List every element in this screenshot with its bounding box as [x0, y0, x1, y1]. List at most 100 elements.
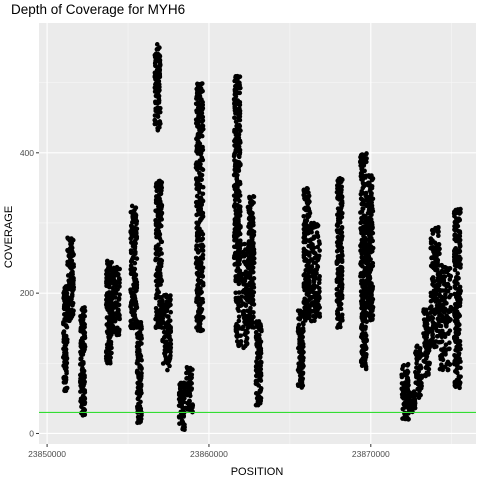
- data-point: [446, 316, 451, 321]
- data-point: [439, 307, 444, 312]
- data-point: [195, 148, 200, 153]
- data-point: [194, 256, 199, 261]
- data-point: [363, 310, 368, 315]
- data-point: [255, 360, 260, 365]
- data-point: [136, 409, 141, 414]
- data-point: [79, 338, 84, 343]
- data-point: [235, 166, 240, 171]
- data-point: [136, 342, 141, 347]
- data-point: [406, 370, 411, 375]
- data-point: [197, 190, 202, 195]
- data-point: [434, 254, 439, 259]
- data-point: [187, 399, 192, 404]
- data-point: [182, 427, 187, 432]
- data-point: [70, 246, 75, 251]
- data-point: [139, 324, 144, 329]
- data-point: [196, 313, 201, 318]
- data-point: [442, 265, 447, 270]
- data-point: [66, 273, 71, 278]
- data-point: [198, 217, 203, 222]
- data-point: [252, 276, 257, 281]
- data-point: [233, 102, 238, 107]
- data-point: [157, 192, 162, 197]
- data-point: [438, 279, 443, 284]
- data-point: [425, 322, 430, 327]
- data-point: [453, 369, 458, 374]
- data-point: [254, 321, 259, 326]
- data-point: [440, 296, 445, 301]
- data-point: [441, 274, 446, 279]
- data-point: [422, 317, 427, 322]
- data-point: [458, 207, 463, 212]
- data-point: [78, 318, 83, 323]
- data-point: [367, 210, 372, 215]
- data-point: [61, 355, 66, 360]
- data-point: [154, 272, 159, 277]
- data-point: [196, 222, 201, 227]
- data-point: [454, 233, 459, 238]
- data-point: [194, 176, 199, 181]
- data-point: [448, 274, 453, 279]
- data-point: [234, 124, 239, 129]
- data-point: [237, 91, 242, 96]
- data-point: [65, 386, 70, 391]
- data-point: [313, 260, 318, 265]
- data-point: [452, 224, 457, 229]
- data-point: [367, 274, 372, 279]
- data-point: [232, 184, 237, 189]
- data-point: [366, 218, 371, 223]
- data-point: [71, 276, 76, 281]
- data-point: [168, 310, 173, 315]
- data-point: [457, 248, 462, 253]
- data-point: [131, 213, 136, 218]
- data-point: [117, 315, 122, 320]
- data-point: [80, 322, 85, 327]
- data-point: [371, 246, 376, 251]
- data-point: [452, 280, 457, 285]
- x-axis: 23850000 23860000 23870000: [28, 444, 390, 459]
- data-point: [417, 356, 422, 361]
- data-point: [335, 213, 340, 218]
- data-point: [360, 173, 365, 178]
- data-point: [158, 209, 163, 214]
- data-point: [130, 204, 135, 209]
- data-point: [436, 225, 441, 230]
- data-point: [196, 328, 201, 333]
- data-point: [453, 336, 458, 341]
- data-point: [246, 265, 251, 270]
- data-point: [312, 278, 317, 283]
- data-point: [194, 213, 199, 218]
- data-point: [247, 321, 252, 326]
- data-point: [107, 336, 112, 341]
- data-point: [70, 250, 75, 255]
- data-point: [251, 265, 256, 270]
- data-point: [370, 203, 375, 208]
- data-point: [194, 204, 199, 209]
- data-point: [310, 309, 315, 314]
- y-tick-label: 400: [20, 148, 34, 158]
- data-point: [200, 128, 205, 133]
- data-point: [64, 361, 69, 366]
- data-point: [360, 303, 365, 308]
- data-point: [303, 197, 308, 202]
- data-point: [407, 390, 412, 395]
- data-point: [157, 94, 162, 99]
- data-point: [129, 291, 134, 296]
- data-point: [157, 85, 162, 90]
- data-point: [196, 105, 201, 110]
- data-point: [309, 270, 314, 275]
- data-point: [237, 83, 242, 88]
- data-point: [429, 315, 434, 320]
- data-point: [246, 275, 251, 280]
- data-point: [130, 257, 135, 262]
- data-point: [131, 220, 136, 225]
- data-point: [335, 292, 340, 297]
- data-point: [452, 292, 457, 297]
- data-point: [63, 337, 68, 342]
- data-point: [248, 306, 253, 311]
- data-point: [340, 273, 345, 278]
- data-point: [367, 314, 372, 319]
- data-point: [154, 189, 159, 194]
- data-point: [443, 269, 448, 274]
- data-point: [197, 303, 202, 308]
